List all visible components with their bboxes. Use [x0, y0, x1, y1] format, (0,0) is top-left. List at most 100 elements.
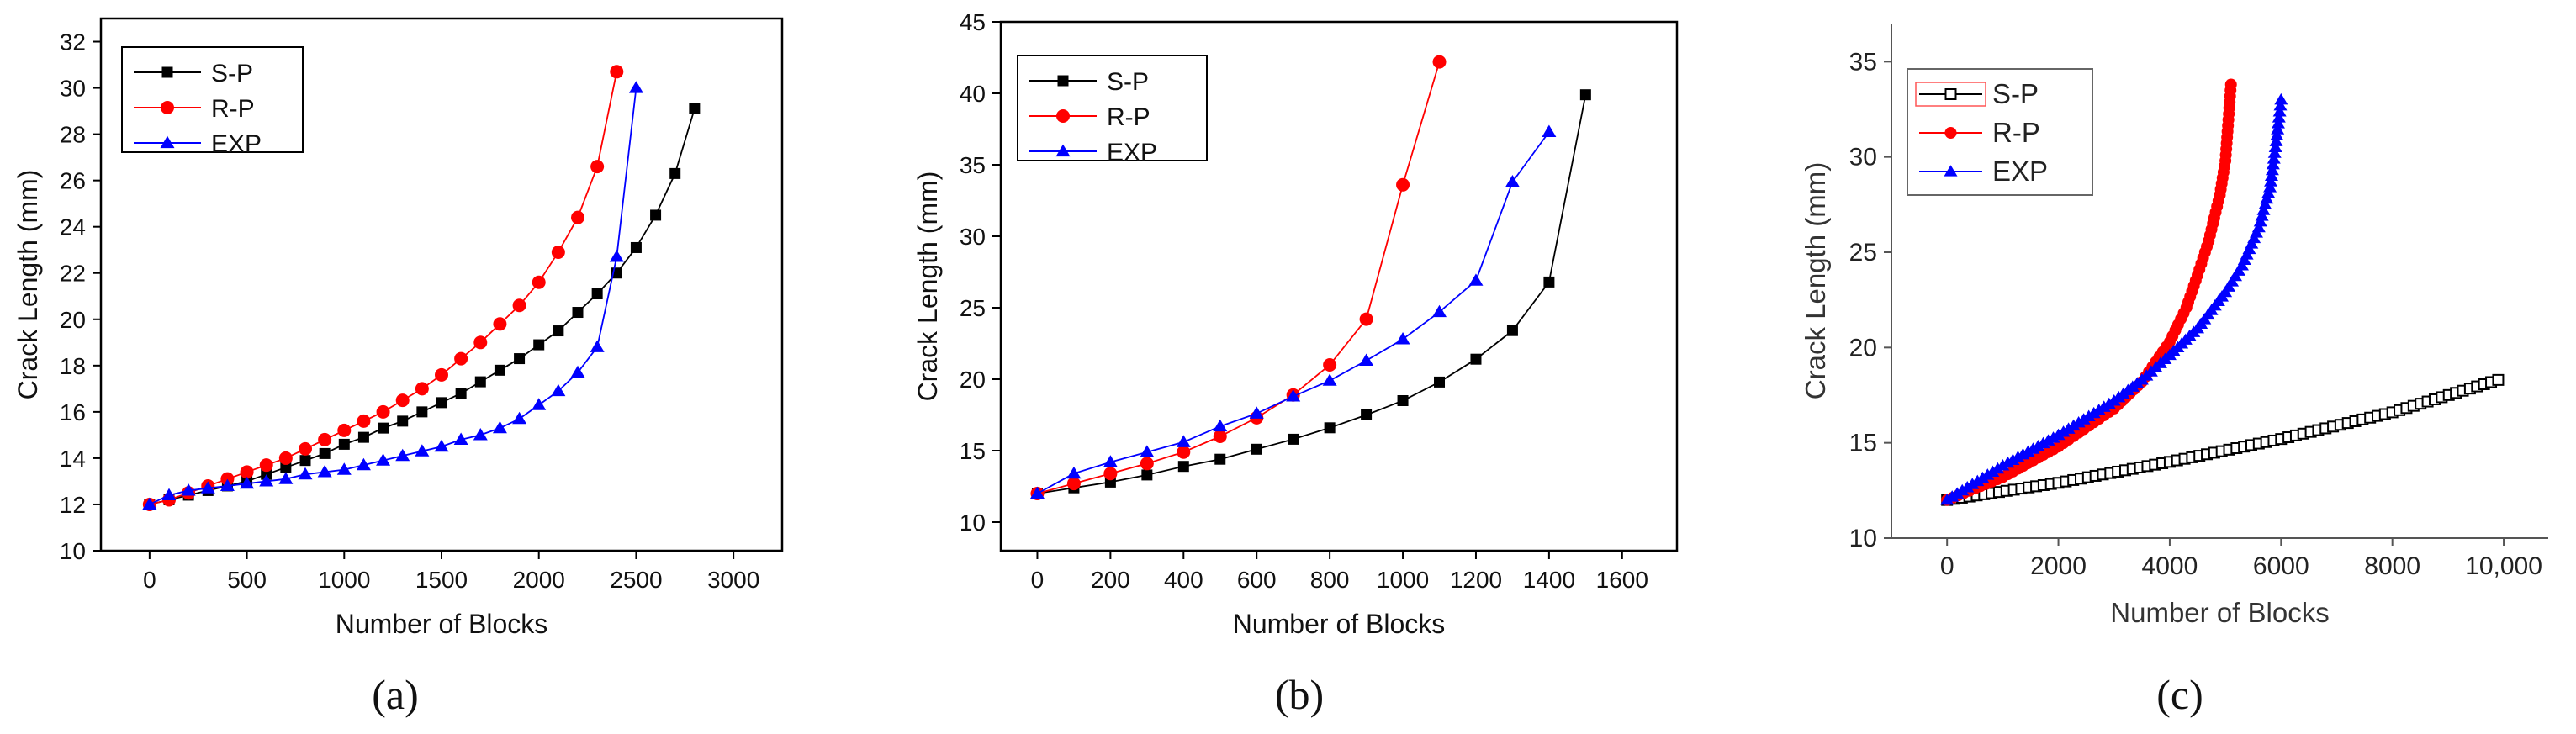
x-axis-label: Number of Blocks [1233, 609, 1446, 639]
legend-marker [161, 101, 174, 114]
legend-entry-s-p: S-P [1915, 78, 2039, 109]
legend: S-P R-P EXP [1017, 55, 1208, 166]
data-point [2264, 175, 2278, 187]
x-tick-label: 1000 [1377, 567, 1429, 593]
legend-marker [1057, 75, 1069, 87]
data-point [415, 382, 429, 396]
data-point [628, 81, 643, 93]
data-point [1505, 175, 1520, 187]
data-point [2271, 123, 2285, 135]
x-tick-label: 800 [1310, 567, 1350, 593]
data-point [2258, 198, 2272, 210]
legend-label: EXP [1992, 156, 2048, 187]
data-point [2272, 111, 2286, 123]
data-point [259, 474, 274, 487]
x-tick-label: 400 [1164, 567, 1203, 593]
data-point [1177, 461, 1189, 473]
data-point [512, 298, 526, 313]
series-exp [142, 81, 643, 510]
data-point [2266, 157, 2280, 170]
series-s-p [1941, 373, 2505, 506]
data-point [2256, 203, 2271, 215]
y-tick-label: 14 [60, 446, 86, 472]
data-point [1213, 419, 1228, 432]
data-point [240, 465, 254, 479]
legend-entry-s-p: S-P [1029, 68, 1149, 96]
data-point [1141, 469, 1153, 481]
data-point [533, 339, 545, 351]
data-point [1323, 358, 1337, 372]
data-point [669, 167, 681, 179]
data-point [532, 398, 547, 410]
legend-label: S-P [1107, 68, 1149, 96]
data-point [2224, 78, 2237, 91]
y-tick-label: 45 [960, 9, 986, 35]
panel-label: (a) [372, 671, 419, 718]
data-point [319, 447, 331, 459]
data-point [2492, 373, 2505, 386]
data-point [473, 428, 488, 441]
x-tick-label: 10,000 [2465, 552, 2542, 580]
x-tick-label: 200 [1091, 567, 1130, 593]
data-point [473, 335, 488, 350]
data-point [357, 431, 369, 443]
y-axis-label: Crack Length (mm) [912, 172, 943, 402]
y-tick-label: 15 [960, 438, 986, 464]
legend: S-P R-P EXP [1907, 68, 2093, 196]
data-point [1103, 467, 1118, 481]
x-tick-label: 2500 [610, 567, 662, 593]
data-point [356, 457, 371, 471]
y-tick-label: 32 [60, 29, 86, 55]
legend-label: R-P [1992, 117, 2040, 148]
data-point [1432, 55, 1447, 69]
legend-marker [1056, 109, 1070, 123]
series-line [1037, 94, 1587, 494]
data-point [474, 376, 486, 388]
data-point [494, 364, 505, 376]
series-exp [1940, 92, 2288, 505]
y-tick-label: 35 [1849, 48, 1877, 76]
legend-box [1017, 55, 1208, 161]
data-point [416, 406, 428, 418]
data-point [298, 467, 313, 480]
data-point [161, 488, 177, 501]
data-point [200, 481, 215, 494]
legend-marker [1944, 165, 1958, 177]
data-point [492, 420, 507, 434]
legend-entry-r-p: R-P [1919, 117, 2040, 148]
x-tick-label: 500 [227, 567, 267, 593]
y-tick-label: 30 [1849, 144, 1877, 172]
chart-panel-1: 0 500 1000 1500 2000 2500 3000 10 12 14 16 18 20 22 24… [13, 17, 784, 718]
legend: S-P R-P EXP [121, 46, 304, 158]
y-tick-label: 25 [960, 295, 986, 321]
y-tick-label: 40 [960, 81, 986, 107]
y-tick-label: 22 [60, 261, 86, 287]
data-point [2264, 169, 2278, 182]
data-point [1140, 445, 1155, 457]
chart-panel-3: 0 2000 4000 6000 8000 10,000 10 15 20 25 30 35 Numbe… [1800, 24, 2548, 718]
legend-entry-s-p: S-P [134, 60, 253, 87]
y-axis-label: Crack Length (mm) [1800, 162, 1831, 399]
y-tick-label: 16 [60, 399, 86, 425]
x-tick-label: 1500 [415, 567, 468, 593]
data-point [1066, 477, 1081, 491]
legend-box [121, 46, 304, 153]
data-point [609, 250, 624, 262]
y-tick-label: 10 [1849, 525, 1877, 552]
data-point [378, 422, 389, 434]
y-tick-label: 18 [60, 353, 86, 379]
data-point [1177, 445, 1191, 459]
legend-entry-exp: EXP [134, 130, 262, 158]
data-point [2270, 129, 2284, 140]
x-tick-label: 1400 [1523, 567, 1575, 593]
series-s-p [1031, 89, 1591, 499]
plot-frame [999, 20, 1679, 552]
data-point [395, 448, 410, 462]
data-point [689, 103, 701, 114]
x-tick-label: 0 [143, 567, 156, 593]
legend-highlight [1915, 82, 1986, 107]
series-exp [1029, 124, 1557, 499]
legend-marker [1055, 144, 1071, 157]
data-point [2251, 220, 2266, 233]
